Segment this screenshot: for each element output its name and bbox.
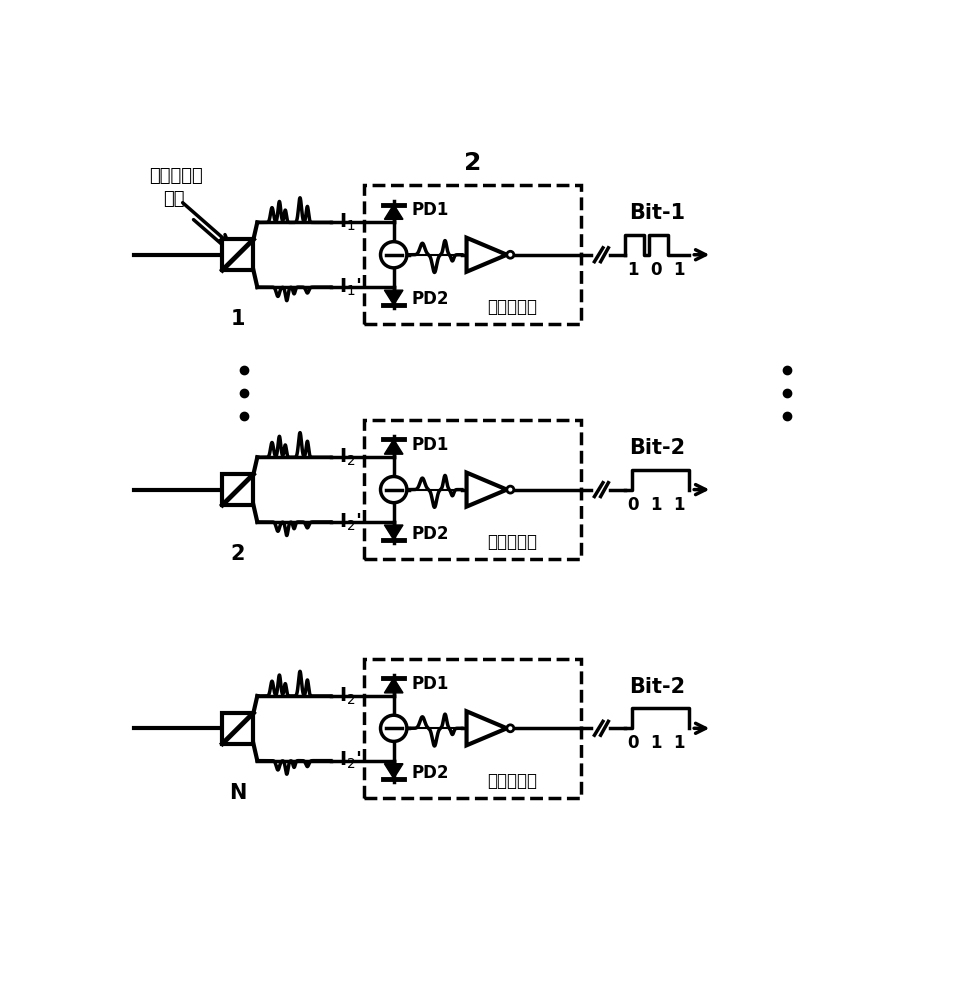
Polygon shape [384, 764, 403, 779]
Bar [364, 185, 581, 324]
Bar [364, 420, 581, 559]
Text: 2: 2 [231, 544, 245, 564]
Polygon shape [466, 238, 506, 272]
Polygon shape [466, 711, 506, 745]
Text: I$_2$': I$_2$' [338, 750, 361, 771]
Text: Bit-1: Bit-1 [629, 203, 685, 223]
Text: I$_2$': I$_2$' [338, 511, 361, 533]
Text: I$_2$: I$_2$ [338, 685, 356, 707]
Text: 输出: 输出 [162, 190, 185, 208]
Polygon shape [222, 239, 254, 270]
Text: 限幅放大器: 限幅放大器 [487, 298, 537, 316]
Text: 1: 1 [231, 309, 245, 329]
Text: 0  1  1: 0 1 1 [628, 496, 686, 514]
Text: I$_2$: I$_2$ [338, 447, 356, 468]
Text: 限幅放大器: 限幅放大器 [487, 533, 537, 551]
Text: 限幅放大器: 限幅放大器 [487, 772, 537, 790]
Text: PD2: PD2 [411, 290, 449, 308]
Text: PD1: PD1 [411, 201, 449, 219]
Circle shape [506, 251, 514, 258]
Text: I$_1$: I$_1$ [338, 212, 356, 233]
Text: PD1: PD1 [411, 436, 449, 454]
Circle shape [506, 725, 514, 732]
Polygon shape [384, 678, 403, 693]
Polygon shape [466, 473, 506, 507]
Polygon shape [384, 205, 403, 219]
Bar [364, 659, 581, 798]
Circle shape [381, 477, 407, 503]
Text: I$_1$': I$_1$' [338, 276, 361, 298]
Text: PD2: PD2 [411, 525, 449, 543]
Text: Bit-2: Bit-2 [629, 438, 685, 458]
Circle shape [381, 242, 407, 268]
Text: PD1: PD1 [411, 675, 449, 693]
Polygon shape [222, 713, 254, 744]
Polygon shape [384, 439, 403, 454]
Text: Bit-2: Bit-2 [629, 677, 685, 697]
Text: PD2: PD2 [411, 764, 449, 782]
Text: 2: 2 [464, 151, 481, 175]
Circle shape [506, 486, 514, 493]
Circle shape [381, 715, 407, 741]
Text: 0  1  1: 0 1 1 [628, 734, 686, 752]
Text: 1  0  1: 1 0 1 [628, 261, 686, 279]
Polygon shape [384, 290, 403, 305]
Polygon shape [384, 525, 403, 540]
Text: N: N [230, 783, 247, 803]
Polygon shape [222, 474, 254, 505]
Text: 差分光信号: 差分光信号 [150, 167, 204, 185]
